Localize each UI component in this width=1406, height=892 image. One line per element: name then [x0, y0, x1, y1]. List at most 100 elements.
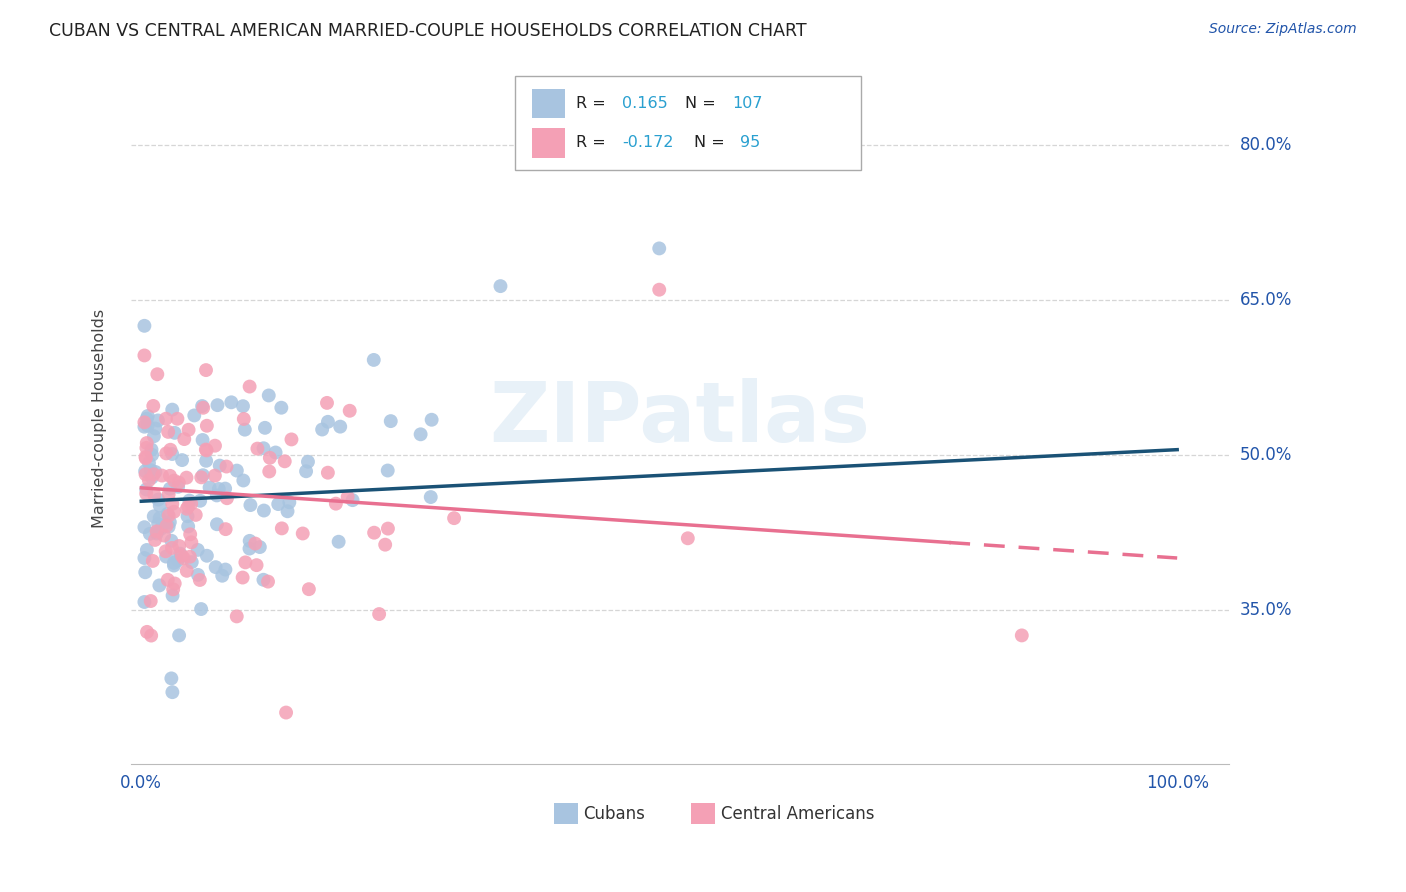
Point	[134, 566, 156, 580]
Point	[214, 482, 236, 496]
Point	[143, 465, 166, 479]
Point	[141, 442, 163, 457]
Point	[316, 466, 339, 480]
Point	[291, 526, 314, 541]
Point	[169, 547, 191, 561]
Point	[162, 402, 184, 417]
Point	[245, 558, 267, 573]
Point	[136, 418, 159, 433]
Point	[295, 464, 318, 478]
Point	[274, 454, 297, 468]
Point	[214, 522, 236, 536]
Point	[205, 517, 228, 532]
Point	[135, 411, 157, 425]
FancyBboxPatch shape	[515, 77, 860, 169]
Point	[172, 453, 194, 467]
Point	[187, 542, 209, 557]
Point	[179, 549, 201, 564]
Point	[136, 409, 159, 423]
Point	[221, 395, 243, 409]
Point	[191, 399, 214, 413]
Point	[134, 318, 156, 333]
Point	[325, 497, 347, 511]
Point	[204, 468, 226, 483]
Point	[134, 415, 156, 429]
Point	[187, 567, 209, 582]
Text: CUBAN VS CENTRAL AMERICAN MARRIED-COUPLE HOUSEHOLDS CORRELATION CHART: CUBAN VS CENTRAL AMERICAN MARRIED-COUPLE…	[49, 22, 807, 40]
Point	[270, 401, 292, 415]
Point	[134, 450, 156, 464]
Point	[163, 474, 186, 488]
Point	[274, 706, 297, 720]
Point	[155, 446, 177, 460]
Point	[143, 421, 166, 435]
Text: 107: 107	[733, 95, 763, 111]
Point	[162, 582, 184, 597]
Point	[191, 468, 214, 483]
Point	[198, 480, 221, 494]
Point	[257, 574, 280, 589]
Point	[160, 447, 183, 461]
Point	[155, 518, 177, 533]
Point	[157, 520, 180, 534]
Point	[232, 399, 254, 413]
Point	[173, 432, 195, 446]
Point	[252, 442, 274, 456]
Text: ZIPatlas: ZIPatlas	[489, 378, 870, 459]
Point	[380, 414, 402, 428]
Point	[177, 519, 200, 533]
Point	[156, 507, 179, 521]
Point	[280, 433, 302, 447]
Point	[142, 467, 165, 482]
Point	[648, 283, 671, 297]
Point	[298, 582, 321, 597]
Point	[184, 508, 207, 522]
Text: R =: R =	[575, 95, 610, 111]
Point	[188, 493, 211, 508]
Point	[155, 544, 177, 558]
Point	[163, 576, 186, 591]
Point	[245, 536, 267, 550]
Point	[166, 411, 188, 425]
Point	[160, 533, 183, 548]
Point	[249, 540, 271, 554]
Point	[146, 516, 169, 531]
Point	[190, 602, 212, 616]
Text: N =: N =	[686, 95, 721, 111]
Point	[135, 436, 157, 450]
Point	[163, 505, 186, 519]
Point	[180, 497, 202, 511]
Point	[267, 497, 290, 511]
Y-axis label: Married-couple Households: Married-couple Households	[93, 310, 107, 528]
Point	[156, 573, 179, 587]
Point	[163, 558, 186, 573]
Point	[170, 549, 193, 563]
Point	[246, 442, 269, 456]
Point	[239, 379, 262, 393]
Text: 50.0%: 50.0%	[1240, 446, 1292, 464]
Point	[138, 473, 160, 487]
Point	[253, 503, 276, 517]
Point	[173, 551, 195, 566]
Text: 65.0%: 65.0%	[1240, 291, 1292, 309]
Point	[259, 465, 281, 479]
Point	[211, 568, 233, 582]
Point	[195, 549, 218, 563]
Point	[136, 624, 159, 639]
Point	[135, 441, 157, 455]
Point	[264, 445, 287, 459]
Point	[195, 443, 218, 458]
Text: 35.0%: 35.0%	[1240, 600, 1292, 619]
Text: Cubans: Cubans	[583, 805, 645, 822]
Point	[162, 685, 184, 699]
Bar	[554, 803, 578, 824]
Point	[374, 538, 396, 552]
Point	[134, 595, 156, 609]
Point	[207, 398, 229, 412]
Point	[167, 539, 190, 553]
Point	[253, 421, 276, 435]
Point	[342, 493, 364, 508]
Point	[180, 535, 202, 549]
Point	[180, 555, 202, 569]
Point	[139, 463, 162, 477]
